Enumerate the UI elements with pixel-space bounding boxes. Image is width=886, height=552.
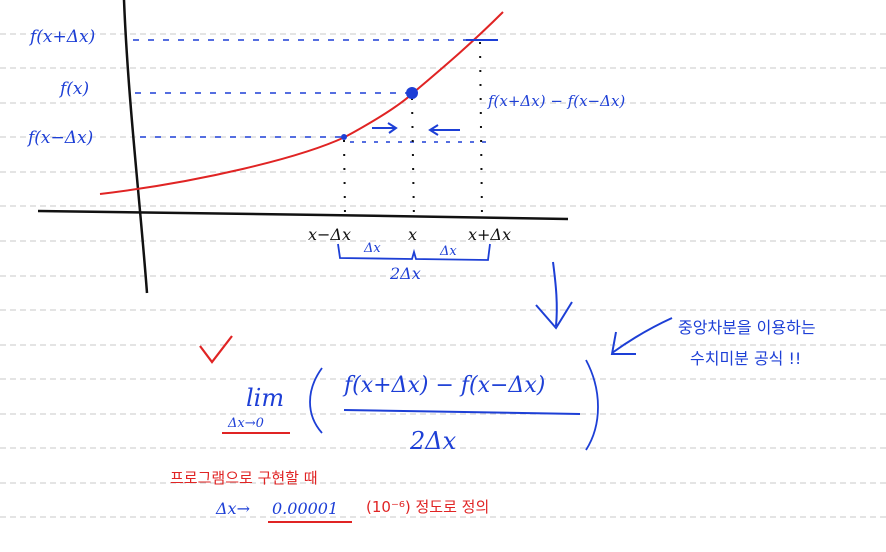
annotation-arrow (610, 317, 673, 355)
drop-xpdx (479, 41, 483, 219)
xlabel-xmdx: x−Δx (308, 225, 351, 244)
formula-lim: lim (246, 384, 284, 412)
red-note-line1: 프로그램으로 구현할 때 (170, 469, 318, 487)
ylabel-fx: f(x) (58, 79, 89, 99)
y-axis (122, 0, 149, 294)
drop-xmdx (343, 139, 346, 216)
paren-right (585, 359, 599, 451)
ylabel-fxpdx: f(x+Δx) (28, 27, 95, 47)
formula-lim-sub: Δx→0 (227, 416, 264, 431)
ylabel-fxmdx: f(x−Δx) (26, 128, 93, 148)
down-arrow (535, 261, 573, 330)
drop-x (411, 97, 415, 223)
point-fxmdx (341, 134, 347, 140)
brace (337, 243, 491, 261)
red-note-line2b: 0.00001 (272, 499, 338, 518)
red-note-line2c: (10⁻⁶) 정도로 정의 (366, 498, 489, 516)
ruled-lines (0, 33, 886, 518)
formula-denominator: 2Δx (409, 427, 457, 455)
check-mark (199, 335, 233, 364)
annotation-line1: 중앙차분을 이용하는 (678, 318, 816, 337)
arrow-left (428, 124, 460, 136)
arrow-right (372, 122, 398, 134)
xlabel-x: x (408, 225, 417, 244)
difference-label: f(x+Δx) − f(x−Δx) (487, 92, 625, 110)
annotation-line2: 수치미분 공식 !! (690, 349, 801, 368)
paren-left (309, 367, 323, 434)
red-note-line2a: Δx→ (215, 499, 250, 518)
formula-numerator: f(x+Δx) − f(x−Δx) (342, 373, 545, 398)
xlabel-xpdx: x+Δx (468, 225, 511, 244)
brace-label-total: 2Δx (389, 264, 421, 283)
fraction-bar (343, 409, 581, 415)
point-fx (406, 87, 418, 99)
brace-label-left: Δx (363, 241, 381, 256)
x-axis (37, 209, 569, 221)
brace-label-right: Δx (439, 244, 457, 259)
function-curve (99, 11, 504, 195)
